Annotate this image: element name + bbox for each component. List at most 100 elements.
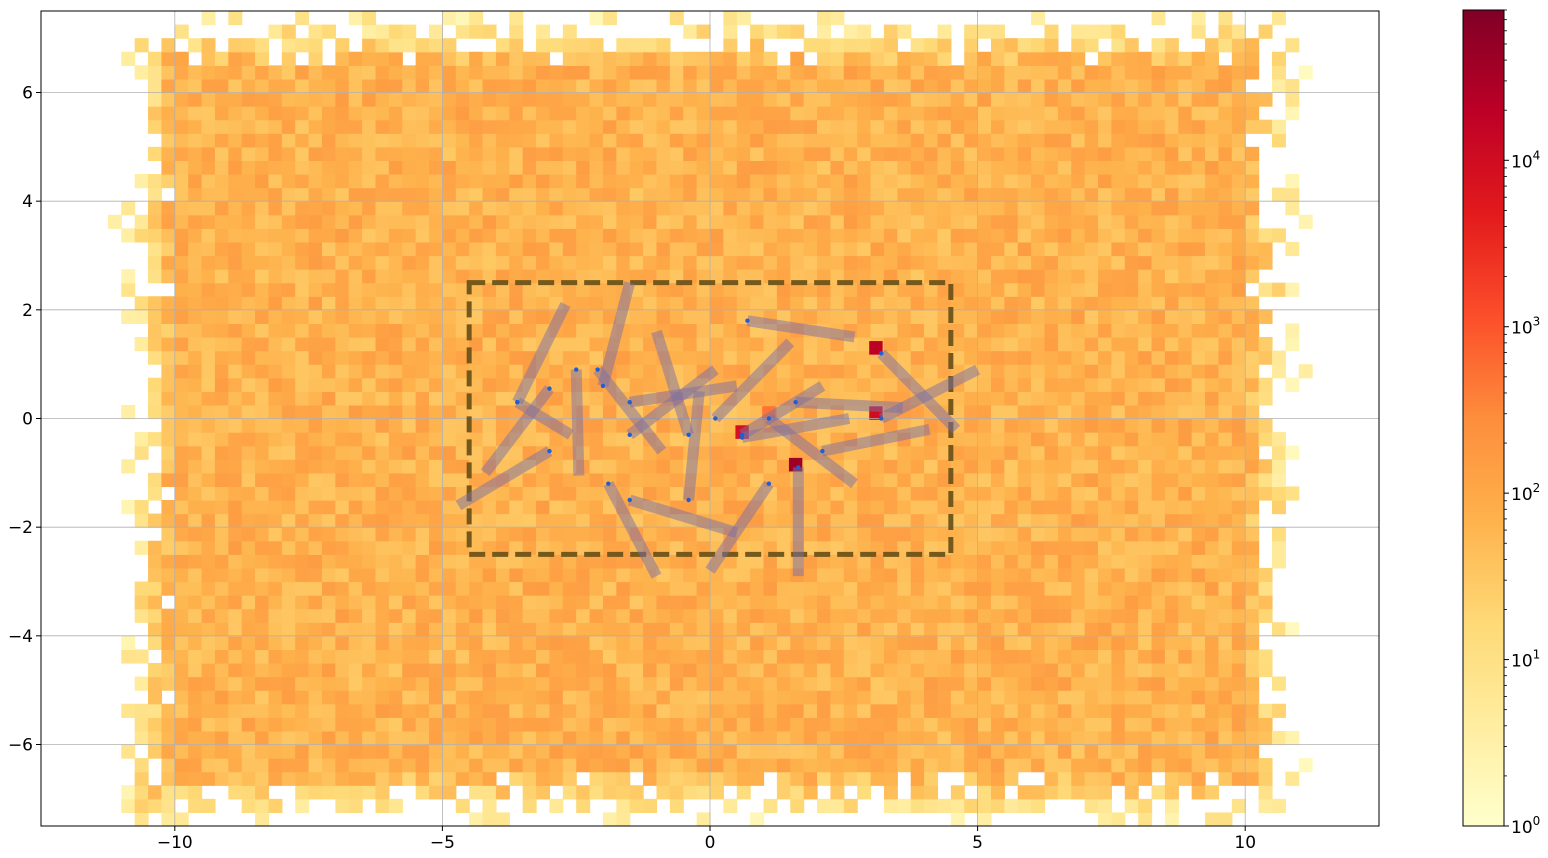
heatmap-cell	[1031, 595, 1046, 610]
heatmap-cell	[321, 703, 336, 718]
heatmap-cell	[1205, 241, 1220, 257]
heatmap-cell	[1124, 798, 1139, 814]
heatmap-cell	[281, 608, 296, 623]
heatmap-cell	[1057, 663, 1072, 678]
heatmap-cell	[669, 703, 684, 718]
heatmap-cell	[1231, 241, 1246, 257]
heatmap-cell	[843, 228, 858, 243]
heatmap-cell	[616, 459, 631, 474]
heatmap-cell	[509, 146, 524, 162]
heatmap-cell	[1231, 391, 1246, 406]
heatmap-cell	[388, 635, 403, 651]
heatmap-cell	[1164, 214, 1179, 229]
heatmap-cell	[174, 812, 189, 826]
heatmap-cell	[174, 106, 189, 121]
heatmap-cell	[629, 309, 644, 325]
heatmap-cell	[402, 540, 417, 555]
heatmap-cell	[536, 133, 551, 148]
heatmap-cell	[388, 92, 403, 107]
heatmap-cell	[429, 201, 443, 216]
heatmap-cell	[1138, 146, 1153, 162]
heatmap-cell	[362, 404, 377, 420]
heatmap-cell	[656, 703, 671, 718]
heatmap-cell	[602, 567, 617, 583]
heatmap-cell	[589, 78, 604, 94]
heatmap-cell	[455, 527, 470, 542]
heatmap-cell	[1084, 513, 1099, 528]
heatmap-cell	[1271, 472, 1286, 488]
heatmap-cell	[843, 663, 858, 678]
heatmap-cell	[897, 527, 912, 542]
heatmap-cell	[683, 771, 698, 786]
heatmap-cell	[455, 567, 470, 583]
heatmap-cell	[776, 78, 791, 94]
heatmap-cell	[602, 676, 617, 691]
heatmap-cell	[803, 472, 818, 488]
heatmap-cell	[402, 282, 417, 297]
heatmap-cell	[469, 459, 484, 474]
heatmap-cell	[495, 513, 510, 528]
heatmap-cell	[1098, 527, 1112, 542]
heatmap-cell	[1071, 38, 1086, 53]
heatmap-cell	[388, 771, 403, 786]
heatmap-cell	[321, 785, 336, 800]
heatmap-cell	[990, 323, 1005, 338]
heatmap-cell	[281, 432, 296, 447]
heatmap-cell	[214, 296, 229, 311]
heatmap-cell	[843, 350, 858, 365]
heatmap-cell	[803, 201, 818, 216]
heatmap-cell	[910, 513, 925, 528]
heatmap-cell	[643, 459, 658, 474]
heatmap-cell	[669, 174, 684, 189]
heatmap-cell	[950, 133, 965, 148]
heatmap-cell	[1191, 106, 1206, 121]
heatmap-cell	[321, 119, 336, 134]
heatmap-cell	[1138, 51, 1153, 66]
heatmap-cell	[241, 703, 256, 718]
heatmap-cell	[549, 432, 564, 447]
heatmap-cell	[910, 78, 925, 94]
heatmap-cell	[388, 255, 403, 270]
heatmap-cell	[977, 744, 992, 759]
heatmap-cell	[549, 65, 564, 80]
heatmap-cell	[375, 404, 390, 420]
heatmap-cell	[830, 744, 845, 759]
heatmap-cell	[1057, 486, 1072, 501]
heatmap-cell	[776, 65, 791, 80]
heatmap-cell	[1098, 663, 1112, 678]
heatmap-cell	[228, 663, 243, 678]
heatmap-cell	[335, 269, 350, 284]
heatmap-cell	[148, 730, 163, 746]
heatmap-cell	[495, 78, 510, 94]
heatmap-cell	[1178, 595, 1193, 610]
heatmap-cell	[924, 758, 939, 773]
heatmap-cell	[1084, 445, 1099, 460]
heatmap-cell	[669, 540, 684, 555]
heatmap-cell	[362, 78, 377, 94]
heatmap-cell	[1231, 567, 1246, 583]
heatmap-cell	[255, 513, 270, 528]
heatmap-cell	[1271, 11, 1286, 26]
heatmap-cell	[429, 554, 443, 569]
heatmap-cell	[482, 187, 497, 202]
heatmap-cell	[937, 241, 952, 257]
heatmap-cell	[228, 744, 243, 759]
heatmap-cell	[696, 676, 711, 691]
heatmap-cell	[1205, 758, 1220, 773]
heatmap-cell	[763, 24, 778, 39]
heatmap-cell	[388, 323, 403, 338]
heatmap-cell	[736, 404, 751, 420]
heatmap-cell	[362, 255, 377, 270]
heatmap-cell	[1044, 201, 1059, 216]
heatmap-cell	[1044, 24, 1059, 39]
heatmap-cell	[1111, 744, 1126, 759]
heatmap-cell	[950, 160, 965, 175]
heatmap-cell	[1017, 581, 1032, 596]
heatmap-cell	[562, 160, 577, 175]
heatmap-cell	[710, 78, 724, 94]
heatmap-cell	[241, 649, 256, 664]
heatmap-cell	[1164, 201, 1179, 216]
heatmap-cell	[830, 771, 845, 786]
heatmap-cell	[776, 527, 791, 542]
heatmap-cell	[1218, 744, 1233, 759]
